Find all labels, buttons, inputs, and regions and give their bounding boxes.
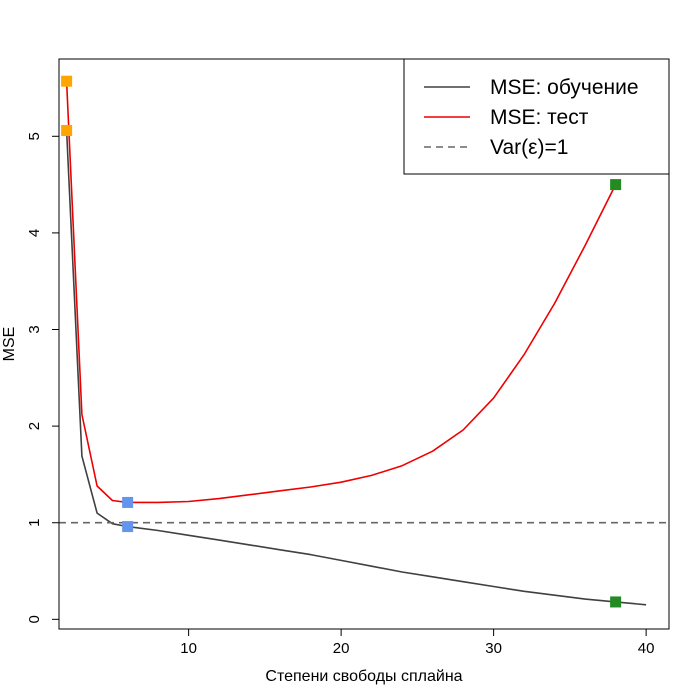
x-tick-label: 20 bbox=[333, 640, 350, 657]
y-tick-label: 3 bbox=[26, 325, 43, 333]
markers bbox=[61, 75, 622, 608]
series-lines bbox=[59, 81, 669, 606]
y-axis-label: MSE bbox=[1, 327, 18, 362]
point-marker bbox=[610, 596, 622, 608]
legend: MSE: обучение MSE: тест Var(ε)=1 bbox=[403, 58, 670, 175]
x-tick-label: 30 bbox=[485, 640, 502, 657]
y-tick-label: 5 bbox=[26, 132, 43, 140]
point-marker bbox=[61, 75, 73, 87]
point-marker bbox=[61, 124, 73, 136]
series-line-train-mse bbox=[65, 130, 647, 606]
y-tick-label: 0 bbox=[26, 615, 43, 623]
legend-label: MSE: тест bbox=[490, 106, 589, 129]
legend-label: Var(ε)=1 bbox=[490, 136, 568, 159]
point-marker bbox=[122, 496, 134, 508]
x-axis-label: Степени свободы сплайна bbox=[265, 668, 462, 685]
y-tick-label: 2 bbox=[26, 422, 43, 430]
axes: 10 20 30 40 0 1 2 3 4 5 bbox=[26, 132, 654, 657]
x-tick-label: 40 bbox=[638, 640, 655, 657]
series-line-test-mse bbox=[65, 81, 617, 504]
point-marker bbox=[610, 179, 622, 191]
plot-frame bbox=[58, 58, 670, 630]
point-marker bbox=[122, 521, 134, 533]
legend-label: MSE: обучение bbox=[490, 76, 639, 99]
y-tick-label: 1 bbox=[26, 519, 43, 527]
y-tick-label: 4 bbox=[26, 229, 43, 237]
x-tick-label: 10 bbox=[180, 640, 197, 657]
